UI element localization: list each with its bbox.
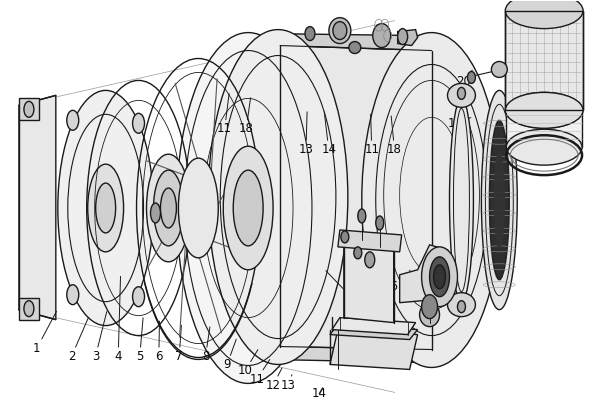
Polygon shape <box>19 95 56 320</box>
Text: 14: 14 <box>321 112 336 156</box>
Ellipse shape <box>233 170 263 246</box>
Text: 4: 4 <box>115 276 122 363</box>
Ellipse shape <box>341 231 349 243</box>
Text: 7: 7 <box>175 325 183 363</box>
Ellipse shape <box>505 0 583 29</box>
Polygon shape <box>398 29 418 46</box>
Ellipse shape <box>422 247 457 307</box>
Text: 11: 11 <box>217 94 232 135</box>
Ellipse shape <box>467 71 475 83</box>
Ellipse shape <box>457 88 466 99</box>
Polygon shape <box>505 11 583 110</box>
Text: 15: 15 <box>326 271 360 305</box>
Text: 16: 16 <box>383 264 398 293</box>
Ellipse shape <box>329 18 351 44</box>
Ellipse shape <box>208 29 348 364</box>
Polygon shape <box>330 330 418 369</box>
Text: 18: 18 <box>387 116 402 156</box>
Ellipse shape <box>354 247 362 259</box>
Ellipse shape <box>358 209 366 223</box>
Ellipse shape <box>398 29 407 44</box>
Polygon shape <box>330 325 418 339</box>
Ellipse shape <box>419 303 440 327</box>
Text: 13: 13 <box>281 375 295 392</box>
Ellipse shape <box>491 61 508 78</box>
Ellipse shape <box>133 287 145 307</box>
Ellipse shape <box>67 285 79 305</box>
Ellipse shape <box>95 183 116 233</box>
Ellipse shape <box>448 83 475 107</box>
Text: 19: 19 <box>448 117 471 130</box>
Ellipse shape <box>349 42 361 54</box>
Ellipse shape <box>506 129 582 165</box>
Ellipse shape <box>223 146 273 270</box>
Ellipse shape <box>376 216 384 230</box>
Ellipse shape <box>457 301 466 312</box>
Text: 11: 11 <box>364 114 379 156</box>
Text: 20: 20 <box>457 70 472 88</box>
Text: 18: 18 <box>239 98 254 135</box>
Ellipse shape <box>151 203 160 223</box>
Ellipse shape <box>490 120 509 280</box>
Polygon shape <box>270 347 431 362</box>
Ellipse shape <box>362 33 502 367</box>
Text: 6: 6 <box>155 321 163 363</box>
Text: 9: 9 <box>223 339 236 371</box>
Ellipse shape <box>506 93 582 128</box>
Polygon shape <box>280 46 431 349</box>
Ellipse shape <box>24 301 34 317</box>
Text: 8: 8 <box>202 327 210 363</box>
Polygon shape <box>19 298 39 320</box>
Ellipse shape <box>373 24 391 48</box>
Ellipse shape <box>160 188 176 228</box>
Ellipse shape <box>58 90 154 326</box>
Ellipse shape <box>24 101 34 117</box>
Ellipse shape <box>494 152 505 248</box>
Ellipse shape <box>133 113 145 133</box>
Polygon shape <box>19 98 39 120</box>
Text: 5: 5 <box>136 318 143 363</box>
Ellipse shape <box>67 110 79 130</box>
Text: 12: 12 <box>266 368 282 392</box>
Polygon shape <box>506 110 582 147</box>
Ellipse shape <box>434 265 446 289</box>
Ellipse shape <box>481 90 517 310</box>
Text: 14: 14 <box>311 387 326 400</box>
Polygon shape <box>332 317 416 334</box>
Polygon shape <box>344 235 394 322</box>
Ellipse shape <box>505 93 583 128</box>
Ellipse shape <box>422 295 437 319</box>
Text: 13: 13 <box>299 112 313 156</box>
Ellipse shape <box>178 158 218 258</box>
Ellipse shape <box>430 257 449 297</box>
Polygon shape <box>268 34 431 51</box>
Ellipse shape <box>88 164 124 252</box>
Ellipse shape <box>365 252 375 268</box>
Text: 1: 1 <box>33 311 56 355</box>
Ellipse shape <box>333 22 347 39</box>
Text: 17: 17 <box>407 270 422 293</box>
Polygon shape <box>400 245 448 303</box>
Text: 2: 2 <box>68 317 88 363</box>
Ellipse shape <box>448 293 475 317</box>
Ellipse shape <box>154 170 184 246</box>
Text: 3: 3 <box>92 312 107 363</box>
Text: 11: 11 <box>250 359 270 386</box>
Ellipse shape <box>305 27 315 41</box>
Polygon shape <box>338 230 401 252</box>
Ellipse shape <box>146 154 190 262</box>
Ellipse shape <box>449 98 473 302</box>
Ellipse shape <box>176 33 320 383</box>
Text: 10: 10 <box>238 350 258 377</box>
